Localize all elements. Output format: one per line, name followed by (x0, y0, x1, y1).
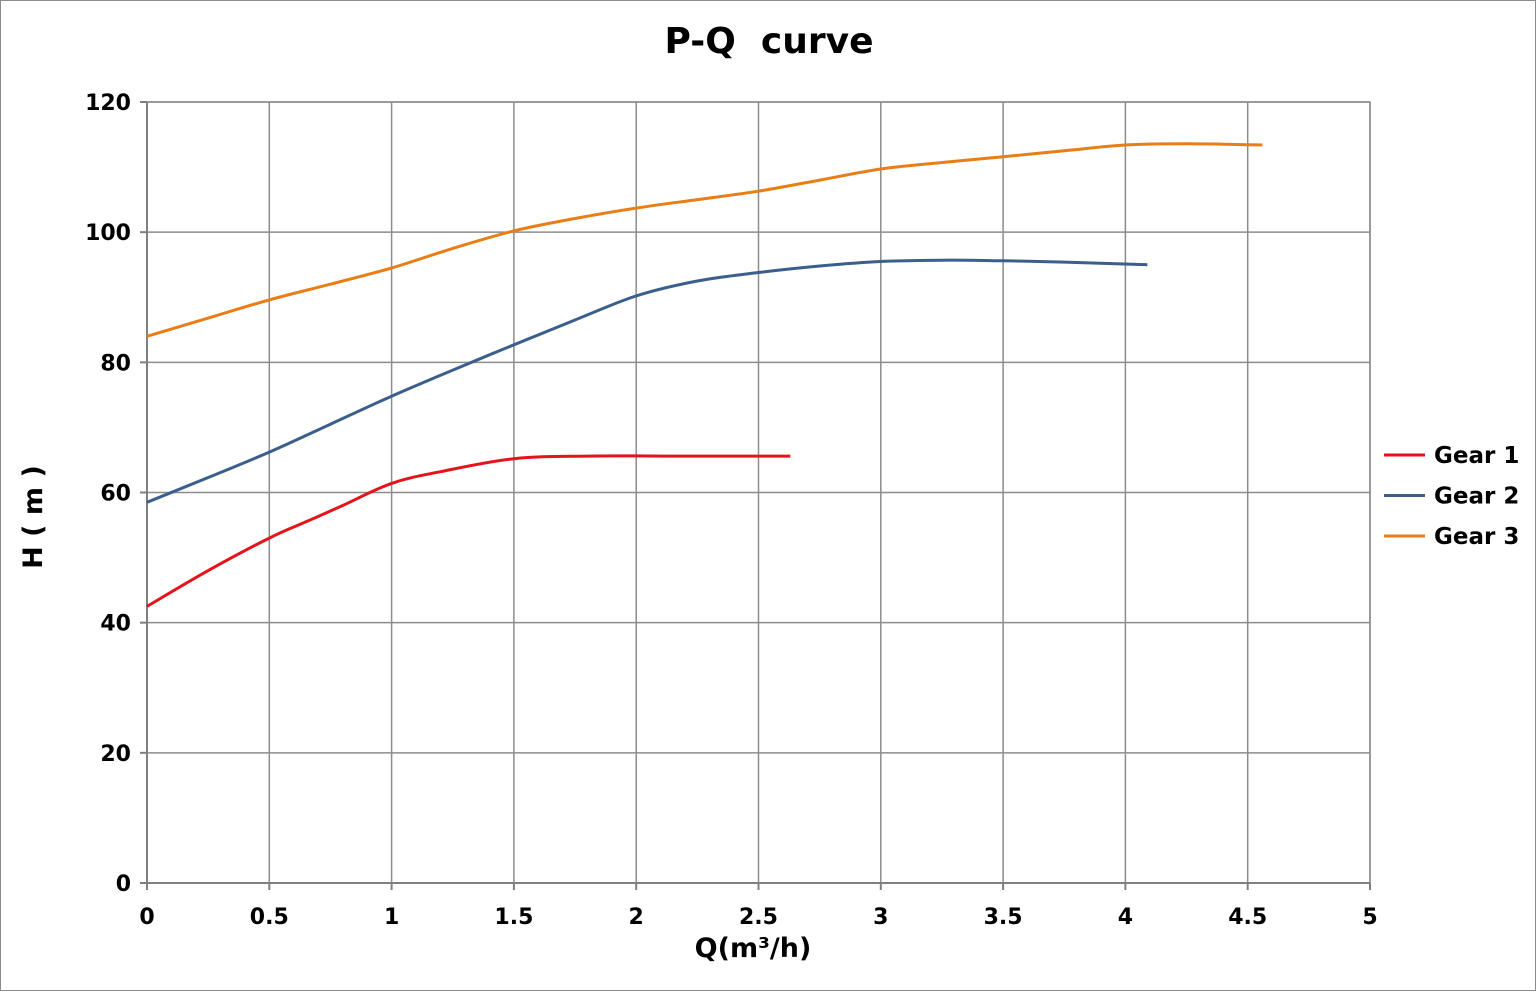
series-lines (146, 142, 1263, 608)
legend-label-gear-1: Gear 1 (1434, 443, 1519, 469)
x-tick-label: 2 (629, 905, 644, 930)
x-tick-label: 0 (139, 905, 154, 930)
x-tick-label: 4 (1118, 905, 1133, 930)
series-line-gear-3 (146, 142, 1263, 338)
x-tick-label: 1.5 (494, 905, 533, 930)
grid-lines (146, 101, 1371, 884)
y-tick-label: 40 (100, 612, 131, 637)
x-tick-label: 3.5 (984, 905, 1023, 930)
x-tick-label: 0.5 (250, 905, 289, 930)
x-tick-label: 1 (384, 905, 399, 930)
x-axis-label: Q(m³/h) (695, 933, 812, 964)
y-tick-label: 20 (100, 742, 131, 767)
series-line-gear-2 (146, 258, 1148, 504)
x-tick-label: 2.5 (739, 905, 778, 930)
x-axis-ticks: 0 0.5 1 1.5 2 2.5 3 3.5 4 4.5 5 (139, 883, 1378, 930)
legend-label-gear-2: Gear 2 (1434, 484, 1519, 510)
y-axis-ticks: 0 20 40 60 80 100 120 (85, 91, 147, 897)
series-line-gear-1 (146, 454, 791, 608)
y-tick-label: 0 (116, 872, 131, 897)
x-tick-label: 3 (873, 905, 888, 930)
y-tick-label: 60 (100, 482, 131, 507)
y-tick-label: 100 (85, 221, 131, 246)
y-tick-label: 80 (100, 351, 131, 376)
y-tick-label: 120 (85, 91, 131, 116)
x-tick-label: 4.5 (1228, 905, 1267, 930)
legend: Gear 1 Gear 2 Gear 3 (1384, 443, 1519, 550)
chart-title: P-Q curve (665, 21, 874, 62)
y-axis-label: H ( m ) (18, 465, 49, 569)
x-tick-label: 5 (1362, 905, 1377, 930)
legend-label-gear-3: Gear 3 (1434, 524, 1519, 550)
